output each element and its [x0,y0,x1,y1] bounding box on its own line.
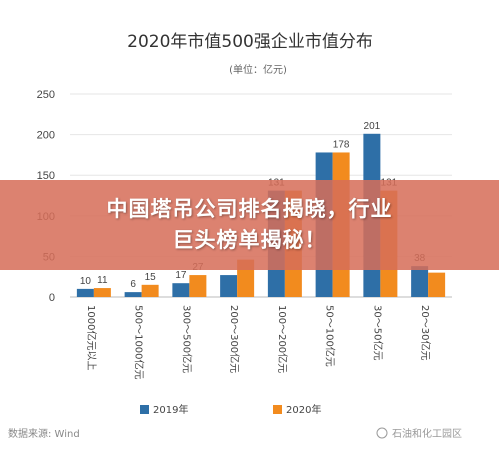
x-tick-label: 500～1000亿元 [133,305,146,380]
y-tick-label: 250 [37,89,55,101]
x-tick-label: 50～100亿元 [324,305,337,367]
legend-label: 2020年 [286,403,321,416]
x-tick-label: 300～500亿元 [180,305,193,373]
x-tick-text: 300～500亿元 [180,305,193,373]
y-tick-label: 0 [49,292,55,304]
data-label: 11 [97,275,108,286]
x-tick-text: 30～50亿元 [371,305,384,360]
bar-2020 [93,288,111,297]
data-label: 10 [80,276,92,287]
legend-swatch [273,405,282,414]
bar-2019 [220,275,238,297]
data-label: 201 [364,121,381,132]
x-tick-text: 20～30亿元 [419,305,432,360]
y-tick-label: 200 [37,130,55,142]
y-tick-label: 150 [37,170,55,182]
bar-2020 [189,275,207,297]
x-tick-label: 100～200亿元 [276,305,289,373]
legend-label: 2019年 [153,403,188,416]
headline-line-1: 中国塔吊公司排名揭晓，行业 [106,197,393,221]
x-tick-text: 500～1000亿元 [133,305,146,380]
chart-title: 2020年市值500强企业市值分布 [127,32,373,52]
headline-line-2: 巨头榜单揭秘！ [172,228,327,252]
legend: 2019年 2020年 [140,403,321,416]
bar-2019 [172,283,190,297]
x-tick-text: 200～300亿元 [228,305,241,373]
data-label: 178 [333,139,350,150]
bar-2019 [76,288,94,297]
source-note: 数据来源: Wind [8,427,80,440]
x-tick-label: 20～30亿元 [419,305,432,360]
bar-2020 [428,272,446,297]
data-label: 15 [145,272,157,283]
bar-2019 [411,266,429,297]
x-tick-text: 1000亿元以上 [85,305,98,370]
watermark: 石油和化工园区 [376,427,462,440]
watermark-text: 石油和化工园区 [392,427,462,440]
bar-2019 [124,292,142,297]
legend-swatch [140,405,149,414]
headline-banner: 中国塔吊公司排名揭晓，行业 巨头榜单揭秘！ [0,180,499,270]
bar-2020 [141,284,159,297]
chart-unit: (单位：亿元) [229,63,287,76]
x-tick-text: 100～200亿元 [276,305,289,373]
x-tick-label: 1000亿元以上 [85,305,98,370]
x-tick-text: 50～100亿元 [324,305,337,367]
x-tick-label: 30～50亿元 [371,305,384,360]
data-label: 6 [130,279,136,290]
x-tick-label: 200～300亿元 [228,305,241,373]
data-label: 17 [175,270,187,281]
x-axis: 1000亿元以上 500～1000亿元 300～500亿元 200～300亿元 100～… [85,305,432,380]
wechat-icon [376,427,388,439]
